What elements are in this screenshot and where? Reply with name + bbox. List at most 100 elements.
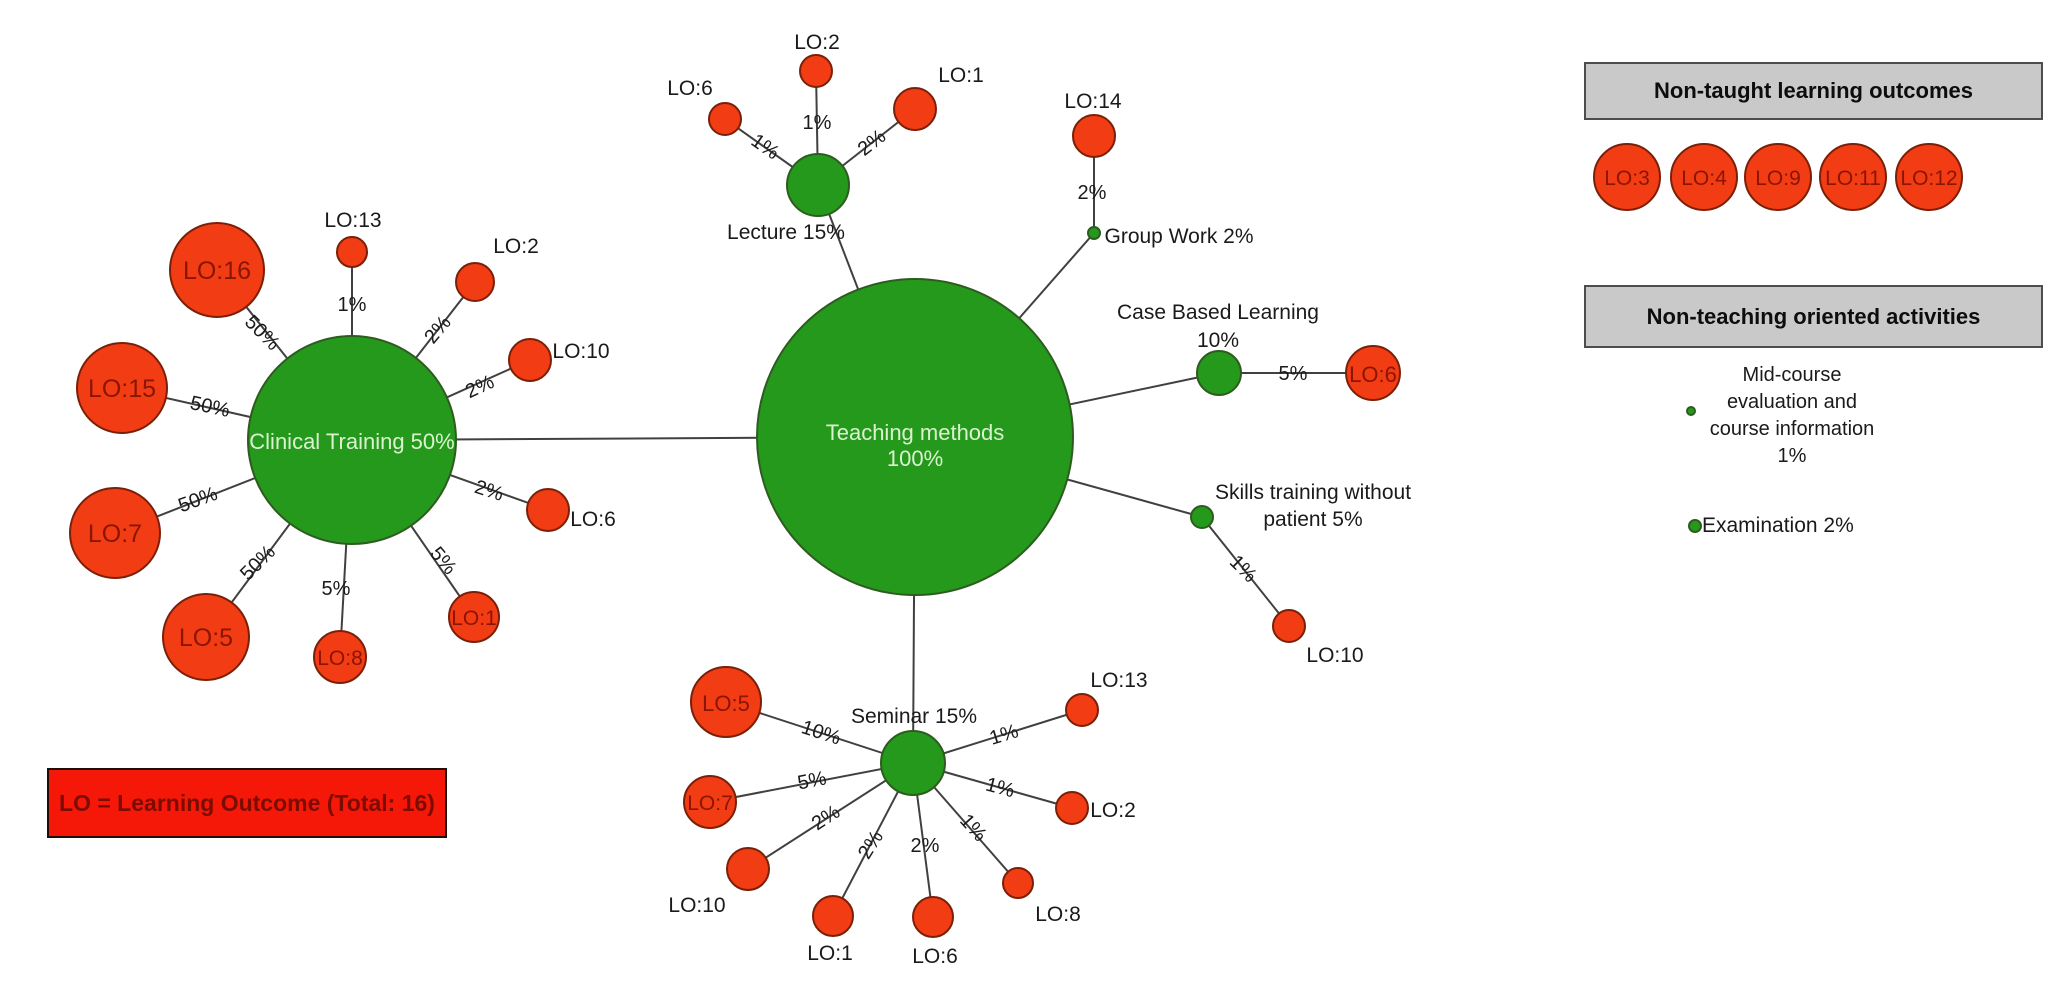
node-label-l-lo2: LO:2 (794, 31, 840, 54)
node-c-lo13 (336, 236, 368, 268)
edge-skills-sk-lo10 (1201, 516, 1290, 627)
node-label-line: LO:8 (317, 647, 363, 670)
node-label-line: LO:14 (1064, 90, 1122, 113)
legend-box: LO = Learning Outcome (Total: 16) (47, 768, 447, 838)
non-teaching-header: Non-teaching oriented activities (1584, 285, 2043, 348)
node-label-line: Seminar 15% (851, 705, 977, 728)
node-label-line: LO:6 (570, 508, 616, 531)
mid-course-label: Mid-course evaluation and course informa… (1692, 362, 1892, 470)
edge-label-lecture-l-lo2: 1% (803, 112, 832, 134)
node-label-c-lo10: LO:10 (552, 340, 609, 363)
node-clinical (247, 335, 457, 545)
mid-course-line-2: evaluation and (1726, 391, 1858, 413)
edge-label-clinical-c-lo7: 50% (175, 483, 220, 517)
node-nt-lo9 (1744, 143, 1812, 211)
node-s-lo10 (726, 847, 770, 891)
node-label-teaching: Teaching methods 100% (826, 420, 1005, 471)
node-label-c-lo16: LO:16 (183, 257, 251, 285)
node-label-line: LO:10 (552, 340, 609, 363)
node-label-cb-lo6: LO:6 (1349, 362, 1397, 387)
node-label-c-lo15: LO:15 (88, 375, 156, 403)
edge-label-clinical-c-lo15: 50% (188, 392, 232, 422)
node-c-lo7 (69, 487, 161, 579)
edge-label-clinical-c-lo1: 5% (425, 543, 461, 579)
node-c-lo5 (162, 593, 250, 681)
non-taught-title: Non-taught learning outcomes (1654, 78, 1973, 103)
node-s-lo2 (1055, 791, 1089, 825)
node-label-line: Skills training without (1215, 481, 1411, 504)
node-groupwork (1087, 226, 1101, 240)
node-label-s-lo7: LO:7 (687, 792, 733, 815)
node-label-line: patient 5% (1263, 508, 1362, 531)
node-nt-lo4 (1670, 143, 1738, 211)
node-label-line: LO:1 (807, 942, 853, 965)
edge-label-casebased-cb-lo6: 5% (1279, 363, 1308, 385)
node-c-lo16 (169, 222, 265, 318)
edge-label-seminar-s-lo5: 10% (799, 716, 844, 749)
node-label-s-lo5: LO:5 (702, 691, 750, 716)
node-label-line: LO:11 (1825, 167, 1881, 190)
node-label-line: 10% (1197, 329, 1239, 352)
edge-label-lecture-l-lo6: 1% (747, 130, 783, 165)
edge-label-clinical-c-lo8: 5% (322, 578, 351, 600)
node-lecture (786, 153, 850, 217)
edge-seminar-s-lo7 (709, 762, 914, 803)
node-label-line: Case Based Learning (1117, 301, 1319, 324)
edge-label-seminar-s-lo13: 1% (987, 720, 1021, 750)
node-c-lo8 (313, 630, 367, 684)
node-label-line: Group Work 2% (1105, 225, 1254, 248)
node-label-l-lo6: LO:6 (667, 77, 713, 100)
node-nt-lo11 (1819, 143, 1887, 211)
node-label-line: 100% (887, 446, 943, 471)
node-s-lo7 (683, 775, 737, 829)
examination-label: Examination 2% (1702, 514, 1854, 537)
node-label-line: LO:7 (687, 792, 733, 815)
node-s-lo1 (812, 895, 854, 937)
node-label-line: LO:7 (88, 520, 142, 548)
node-casebased (1196, 350, 1242, 396)
node-label-line: Teaching methods (826, 420, 1005, 445)
node-label-line: LO:5 (702, 691, 750, 716)
mid-course-line-4: 1% (1777, 445, 1807, 467)
node-label-line: LO:8 (1035, 903, 1081, 926)
node-label-line: Clinical Training 50% (249, 429, 454, 454)
node-label-c-lo5: LO:5 (179, 624, 233, 652)
node-label-nt-lo9: LO:9 (1755, 167, 1801, 190)
edge-label-lecture-l-lo1: 2% (854, 125, 890, 160)
node-c-lo6 (526, 488, 570, 532)
edge-label-seminar-s-lo2: 1% (983, 774, 1017, 803)
node-label-sk-lo10: LO:10 (1306, 644, 1363, 667)
node-nt-lo12 (1895, 143, 1963, 211)
node-label-line: LO:5 (179, 624, 233, 652)
edge-label-seminar-s-lo7: 5% (796, 767, 829, 794)
node-l-lo1 (893, 87, 937, 131)
node-label-nt-lo3: LO:3 (1604, 167, 1650, 190)
node-label-line: LO:1 (451, 607, 497, 630)
mid-course-line-3: course information (1709, 418, 1875, 440)
edge-label-seminar-s-lo1: 2% (854, 827, 888, 863)
node-label-line: LO:15 (88, 375, 156, 403)
node-label-c-lo6: LO:6 (570, 508, 616, 531)
node-c-lo1 (448, 591, 500, 643)
node-label-line: LO:13 (324, 209, 381, 232)
node-s-lo13 (1065, 693, 1099, 727)
node-label-line: LO:12 (1900, 167, 1957, 190)
node-label-s-lo13: LO:13 (1090, 669, 1147, 692)
node-label-casebased: Case Based Learning 10% (1117, 301, 1319, 352)
node-label-c-lo13: LO:13 (324, 209, 381, 232)
node-skills (1190, 505, 1214, 529)
node-cb-lo6 (1345, 345, 1401, 401)
node-label-nt-lo4: LO:4 (1681, 167, 1727, 190)
node-sk-lo10 (1272, 609, 1306, 643)
node-seminar (880, 730, 946, 796)
node-l-lo6 (708, 102, 742, 136)
node-c-lo15 (76, 342, 168, 434)
node-label-lecture: Lecture 15% (727, 221, 845, 244)
node-label-line: LO:10 (1306, 644, 1363, 667)
node-label-line: LO:9 (1755, 167, 1801, 190)
node-label-line: LO:2 (794, 31, 840, 54)
mid-course-line-1: Mid-course (1742, 364, 1842, 386)
node-label-nt-lo11: LO:11 (1825, 167, 1881, 190)
